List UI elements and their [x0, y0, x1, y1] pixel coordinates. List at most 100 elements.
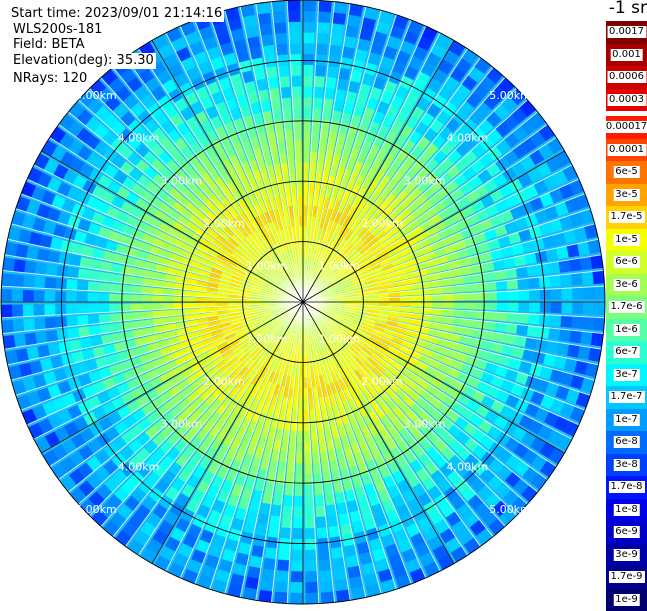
range-gate: [260, 579, 274, 591]
range-gate: [303, 119, 311, 130]
range-gate: [580, 331, 592, 345]
range-gate: [281, 87, 291, 99]
range-gate: [109, 294, 120, 302]
range-gate: [277, 54, 288, 66]
range-gate: [256, 2, 270, 14]
range-gate: [285, 485, 294, 496]
range-gate: [443, 302, 454, 309]
range-gate: [313, 97, 322, 108]
range-gate: [303, 227, 306, 238]
range-gate: [24, 333, 36, 346]
range-gate: [174, 297, 185, 303]
range-gate: [275, 581, 288, 593]
range-gate: [310, 162, 317, 173]
range-gate: [411, 302, 422, 307]
colorbar-tick-label: 6e-8: [613, 436, 640, 448]
range-gate: [314, 76, 324, 88]
colorbar-swatch: 1.7e-6: [606, 296, 647, 319]
range-gate: [99, 272, 111, 282]
range-gate: [55, 291, 66, 302]
range-gate: [275, 33, 287, 45]
range-gate: [303, 216, 307, 227]
range-gate: [88, 282, 99, 292]
range-label: 4.00km: [118, 460, 160, 473]
range-gate: [303, 65, 313, 76]
range-gate: [1, 305, 12, 318]
range-gate: [465, 302, 476, 309]
range-gate: [206, 298, 217, 302]
range-gate: [580, 256, 592, 270]
colorbar-swatch: 1.7e-8: [606, 476, 647, 499]
range-gate: [77, 292, 88, 302]
range-gate: [303, 173, 309, 184]
range-gate: [328, 55, 340, 67]
range-gate: [130, 304, 141, 311]
range-gate: [572, 287, 583, 299]
range-gate: [282, 517, 292, 529]
range-gate: [329, 45, 341, 57]
range-gate: [305, 485, 313, 496]
colorbar-swatch: 1e-7: [606, 409, 647, 432]
colorbar-swatch: 1.7e-9: [606, 566, 647, 589]
range-gate: [291, 65, 301, 76]
range-gate: [66, 316, 78, 327]
range-gate: [378, 302, 389, 306]
range-gate: [77, 281, 89, 291]
range-gate: [259, 590, 273, 602]
range-gate: [315, 65, 326, 77]
range-gate: [265, 547, 277, 559]
colorbar-tick-label: 6e-9: [613, 526, 640, 538]
range-gate: [321, 592, 335, 604]
range-gate: [78, 269, 90, 280]
range-gate: [110, 274, 122, 283]
range-gate: [298, 399, 303, 410]
range-gate: [66, 304, 77, 314]
range-gate: [46, 264, 58, 276]
range-gate: [540, 289, 551, 300]
range-gate: [259, 23, 272, 35]
range-label: 2.00km: [361, 217, 403, 230]
range-gate: [278, 549, 290, 561]
range-gate: [289, 442, 296, 453]
range-gate: [292, 550, 303, 561]
range-gate: [303, 151, 310, 162]
colorbar-tick-label: 0.0003: [607, 94, 646, 106]
colorbar-swatch: 3e-8: [606, 454, 647, 477]
field-name: Field: BETA: [11, 37, 86, 53]
colorbar-swatch: 3e-6: [606, 274, 647, 297]
range-gate: [519, 302, 530, 312]
range-label: 2.00km: [203, 217, 245, 230]
range-gate: [507, 313, 518, 323]
range-gate: [306, 593, 319, 604]
range-gate: [291, 571, 303, 582]
colorbar-tick-label: 1e-8: [613, 504, 640, 516]
range-gate: [141, 295, 152, 302]
range-gate: [23, 319, 35, 332]
range-gate: [184, 297, 195, 302]
range-gate: [593, 270, 605, 284]
range-gate: [315, 495, 324, 506]
range-gate: [23, 290, 34, 302]
range-gate: [286, 474, 294, 485]
colorbar-swatch: 3e-7: [606, 364, 647, 387]
range-gate: [550, 275, 562, 287]
range-gate: [273, 11, 286, 23]
range-gate: [275, 483, 284, 495]
colorbar-tick-label: 1.7e-9: [608, 571, 644, 583]
range-gate: [290, 593, 303, 604]
range-gate: [292, 539, 303, 550]
range-gate: [284, 495, 293, 506]
range-gate: [518, 290, 529, 300]
colorbar-swatch: 0.0001: [606, 139, 647, 162]
range-gate: [313, 108, 322, 119]
range-gate: [336, 590, 350, 602]
colorbar-swatch-upper: 0.0006: [606, 66, 647, 89]
range-label: 3.00km: [404, 174, 446, 187]
range-gate: [454, 294, 465, 301]
colorbar-swatch: 3e-9: [606, 544, 647, 567]
range-gate: [389, 302, 400, 306]
colorbar-tick-label: 1e-9: [613, 594, 640, 606]
range-gate: [303, 43, 314, 54]
range-gate: [14, 334, 26, 348]
range-gate: [593, 317, 605, 331]
